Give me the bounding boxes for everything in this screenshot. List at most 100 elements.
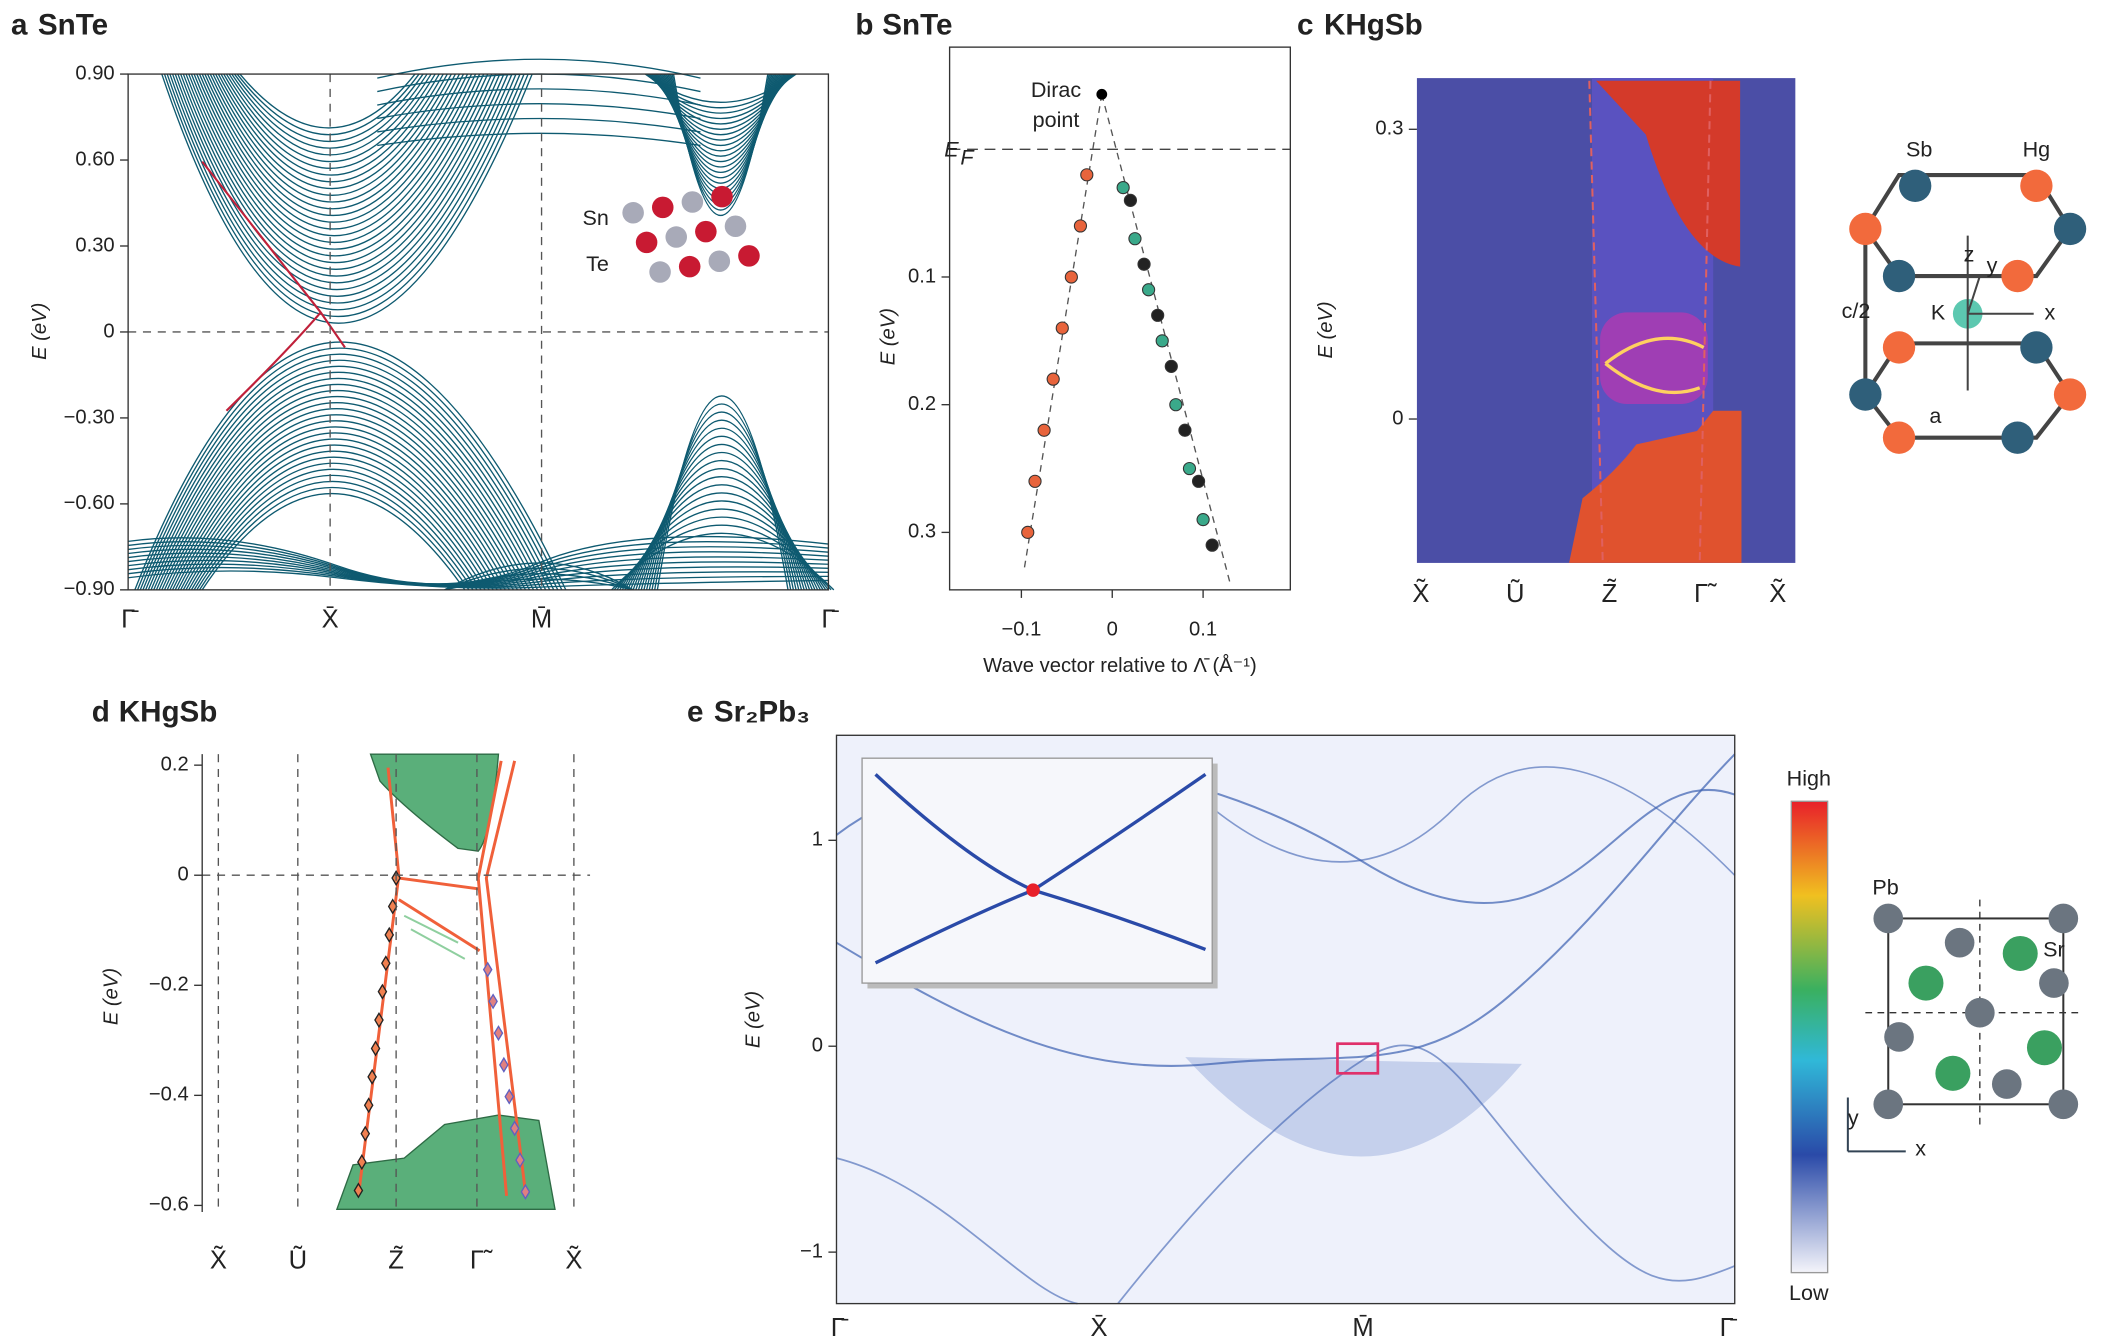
atom <box>695 220 717 243</box>
y-tick-label: −1 <box>800 1240 823 1262</box>
atom <box>2048 1089 2079 1120</box>
y-tick-label: 0.30 <box>75 234 114 256</box>
band <box>444 573 634 591</box>
atom <box>1899 169 1932 203</box>
band <box>220 73 444 176</box>
y-axis-label: E (eV) <box>877 308 899 365</box>
annotation: a <box>1929 404 1941 428</box>
band <box>158 396 531 591</box>
band <box>150 377 543 591</box>
band <box>377 117 701 133</box>
data-point <box>1151 308 1165 322</box>
x-tick-label: M̄ <box>1352 1314 1373 1342</box>
atom <box>738 245 760 267</box>
atom <box>1944 927 1975 958</box>
y-tick-label: −0.6 <box>149 1194 189 1216</box>
band <box>198 73 477 230</box>
band <box>182 450 494 591</box>
annotation: point <box>1033 108 1080 132</box>
data-point <box>1128 232 1142 246</box>
band <box>128 570 829 589</box>
atom <box>1882 331 1916 364</box>
point <box>499 1056 509 1073</box>
band <box>169 73 521 304</box>
x-tick-label: X̄ <box>322 606 339 634</box>
y-tick-label: −0.2 <box>149 974 189 996</box>
atom <box>2020 169 2053 203</box>
panel-title: SnTe <box>38 9 108 42</box>
x-tick-label: M̄ <box>531 606 552 634</box>
y-axis-label: E (eV) <box>100 968 122 1025</box>
band <box>161 73 533 324</box>
band <box>621 500 824 591</box>
y-axis-label: E (eV) <box>1315 301 1337 358</box>
point <box>381 955 391 972</box>
band <box>444 567 634 591</box>
band <box>185 73 497 264</box>
x-tick-label: X̃ <box>1769 580 1786 608</box>
data-point <box>1021 525 1035 539</box>
panel-title: KHgSb <box>119 696 218 729</box>
annotation: x <box>2044 300 2055 324</box>
atom <box>1965 997 1995 1028</box>
x-tick-label: Γ̄ <box>1720 1314 1738 1342</box>
x-tick-label: Ũ <box>289 1246 307 1275</box>
band <box>171 426 510 591</box>
point <box>488 993 498 1010</box>
annotation: Sb <box>1906 138 1932 162</box>
band <box>147 371 547 591</box>
point <box>360 1125 371 1142</box>
band <box>193 73 485 243</box>
y-tick-label: 0.90 <box>75 62 114 84</box>
inset <box>861 757 1213 984</box>
y-tick-label: 0.3 <box>1375 118 1403 140</box>
panel-label: b <box>855 9 873 42</box>
x-tick-label: Z̃ <box>1602 580 1618 608</box>
data-point <box>1155 334 1169 348</box>
atom <box>2053 378 2087 411</box>
data-point <box>1073 219 1088 233</box>
atom <box>1849 212 1882 246</box>
band <box>616 516 829 591</box>
band <box>215 73 452 189</box>
point <box>504 1088 515 1105</box>
atom <box>1873 1089 1904 1120</box>
annotation: y <box>1987 253 1998 277</box>
band <box>136 347 563 591</box>
y-tick-label: 0.60 <box>75 148 114 170</box>
data-point <box>1116 181 1130 195</box>
point <box>363 1097 374 1114</box>
data-point <box>1137 257 1151 271</box>
panel-label: a <box>11 9 28 42</box>
band <box>644 73 797 104</box>
zoom-box <box>1336 1042 1380 1075</box>
band <box>180 444 498 591</box>
band <box>377 103 701 120</box>
atom <box>678 255 701 278</box>
y-tick-label: 0.1 <box>908 265 936 287</box>
data-point <box>1205 538 1219 552</box>
x-tick-label: Γ̃ <box>470 1247 493 1275</box>
y-tick-label: 0 <box>177 864 188 886</box>
x-axis-label: Wave vector relative to Λ̄ (Å⁻¹) <box>983 654 1257 677</box>
bulk-region <box>1185 1057 1522 1157</box>
point <box>367 1068 377 1085</box>
atom <box>622 202 644 224</box>
data-point <box>1164 359 1178 373</box>
point <box>357 1154 367 1171</box>
y-tick-label: 0 <box>812 1035 823 1057</box>
data-point <box>1055 321 1069 335</box>
band <box>177 438 502 591</box>
atom <box>1882 259 1916 293</box>
band <box>185 456 490 591</box>
band <box>233 73 424 142</box>
plot-frame <box>835 734 1736 1305</box>
band <box>198 487 470 591</box>
band <box>836 1044 1736 1305</box>
x-tick-label: −0.1 <box>1001 619 1041 641</box>
atom <box>1884 1022 1914 1052</box>
unit-cell <box>1887 917 2065 1106</box>
band <box>177 73 509 284</box>
annotation: E <box>944 138 959 162</box>
point <box>509 1120 520 1137</box>
